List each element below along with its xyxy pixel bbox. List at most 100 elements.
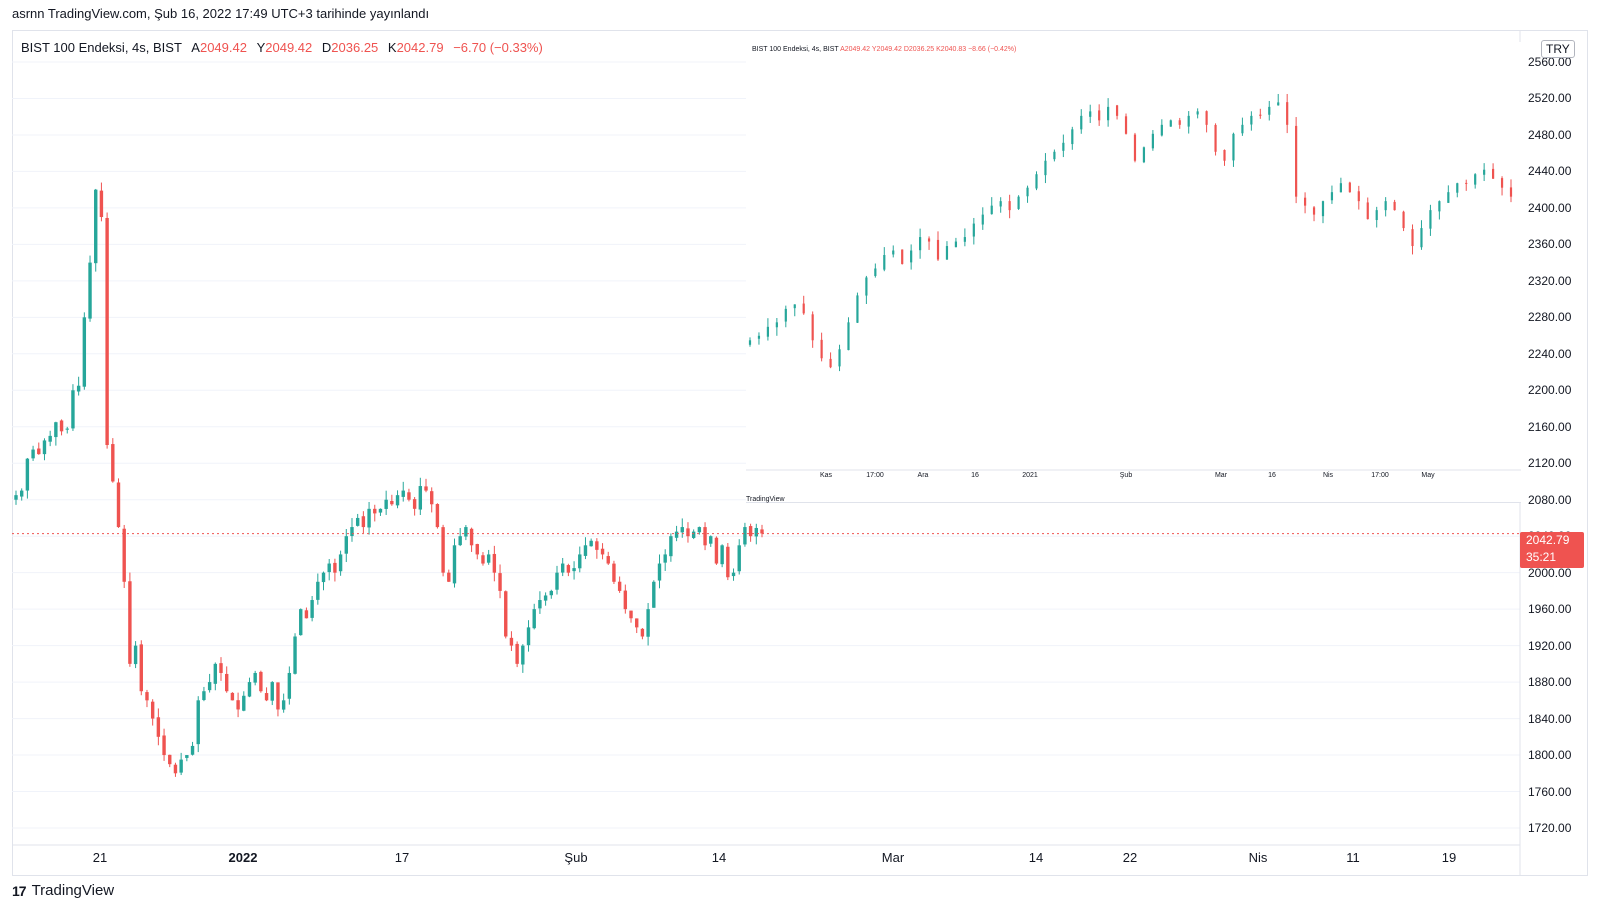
candle: [407, 488, 411, 502]
candle: [82, 312, 87, 390]
candle: [424, 478, 428, 493]
candle: [595, 538, 599, 559]
candle: [452, 538, 457, 588]
candle: [1303, 192, 1307, 214]
candle: [1035, 171, 1038, 191]
price-tick-label: 1880.00: [1528, 675, 1572, 690]
candle: [1178, 117, 1181, 129]
candle: [838, 344, 841, 372]
candle: [1232, 132, 1235, 167]
price-tick-label: 2400.00: [1528, 200, 1572, 215]
candle: [321, 571, 326, 591]
candle: [1044, 153, 1047, 184]
legend-open: 2049.42: [199, 40, 247, 55]
inset-time-tick-label: 17:00: [1371, 472, 1389, 479]
inset-time-tick-label: May: [1421, 472, 1435, 479]
candle: [963, 228, 966, 247]
candle: [1124, 113, 1128, 135]
candle: [606, 551, 610, 565]
candle: [691, 529, 696, 540]
candle: [892, 245, 895, 258]
candle: [54, 421, 58, 446]
price-tick-label: 2080.00: [1528, 492, 1572, 507]
candle: [1393, 199, 1396, 211]
candle: [304, 607, 309, 619]
candle: [623, 584, 628, 614]
candle: [999, 197, 1002, 213]
candle: [526, 620, 531, 652]
candle: [190, 741, 195, 756]
candle: [775, 318, 778, 336]
candle: [355, 513, 360, 527]
candle: [1259, 108, 1262, 119]
candle: [578, 546, 582, 573]
candle: [703, 522, 707, 551]
legend-close-label: K: [387, 40, 397, 55]
chart-frame[interactable]: [12, 30, 1588, 876]
candle: [88, 255, 92, 322]
candle: [1491, 163, 1495, 179]
candle: [259, 670, 263, 693]
candle: [316, 573, 320, 605]
candle: [418, 477, 423, 516]
candle: [583, 537, 588, 560]
candle: [1107, 98, 1110, 127]
legend-low-label: D: [321, 40, 332, 55]
inset-time-tick-label: Kas: [819, 472, 833, 479]
candle: [1330, 185, 1334, 204]
candle: [105, 212, 109, 449]
candle: [1089, 104, 1092, 123]
candle: [327, 558, 331, 581]
candle: [299, 608, 303, 636]
candle: [1151, 130, 1154, 151]
candle: [617, 576, 622, 593]
candle: [1205, 110, 1208, 133]
inset-time-tick-label: Nis: [1322, 472, 1334, 479]
candle: [549, 589, 553, 599]
price-tick-label: 1800.00: [1528, 748, 1572, 763]
candle: [1008, 194, 1011, 219]
candle: [635, 618, 639, 634]
candle: [219, 657, 223, 681]
price-tick-label: 1760.00: [1528, 784, 1572, 799]
candle: [378, 508, 383, 516]
candle: [145, 689, 149, 708]
price-tick-label: 1840.00: [1528, 711, 1572, 726]
candle: [1295, 117, 1298, 204]
time-tick-label: 11: [1346, 850, 1360, 865]
candle: [612, 560, 616, 584]
candle: [972, 217, 975, 245]
tradingview-brand[interactable]: 17 TradingView: [12, 882, 114, 899]
legend-open-label: A: [191, 40, 200, 55]
candle: [1411, 224, 1414, 255]
candle: [629, 610, 633, 623]
candle: [361, 511, 366, 534]
candle: [990, 197, 993, 215]
candle: [657, 554, 662, 589]
chart-legend: BIST 100 Endeksi, 4s, BIST A2049.42 Y204…: [21, 40, 543, 55]
candle: [196, 696, 200, 753]
candle: [430, 487, 434, 513]
inset-legend-low: D2036.25: [903, 46, 935, 53]
candle: [811, 311, 814, 348]
candle: [731, 568, 736, 581]
price-tick-label: 1920.00: [1528, 638, 1572, 653]
candle: [802, 295, 805, 315]
price-tick-label: 2240.00: [1528, 346, 1572, 361]
candle: [856, 292, 859, 323]
candle: [1474, 173, 1477, 189]
price-tick-label: 2480.00: [1528, 127, 1572, 142]
candle: [981, 207, 984, 230]
candle: [48, 430, 52, 447]
candle: [1500, 176, 1504, 196]
candle: [42, 438, 47, 461]
candle: [1438, 200, 1441, 220]
currency-button[interactable]: TRY: [1541, 40, 1575, 58]
candle: [697, 526, 702, 535]
candle: [338, 550, 343, 576]
candle: [1187, 111, 1190, 134]
inset-time-tick-label: Mar: [1214, 472, 1228, 479]
candle: [1053, 149, 1056, 162]
candle: [1223, 149, 1226, 166]
candle: [766, 318, 770, 341]
